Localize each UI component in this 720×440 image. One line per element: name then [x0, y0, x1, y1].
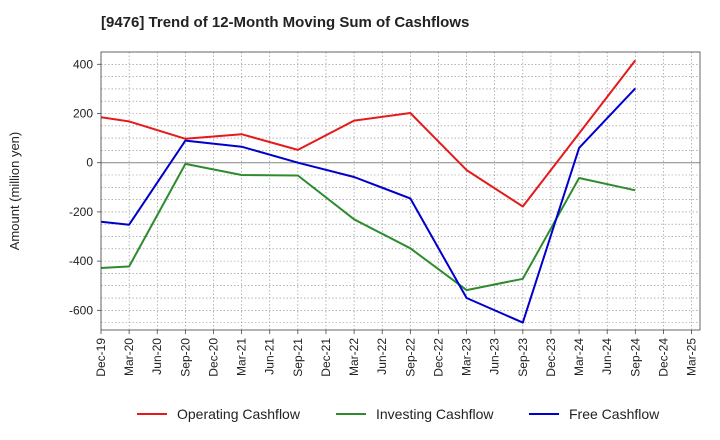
y-tick-label: -200 — [69, 205, 93, 219]
legend-label-investing-cashflow: Investing Cashflow — [376, 406, 494, 422]
plot-background — [101, 52, 700, 330]
series-line-investing-cashflow — [100, 162, 636, 292]
x-tick-label: Dec-20 — [206, 338, 220, 377]
legend: Operating Cashflow Investing Cashflow Free… — [137, 406, 660, 422]
x-tick-label: Sep-22 — [403, 338, 417, 377]
y-tick-label: -400 — [69, 254, 93, 268]
x-tick-label: Sep-20 — [178, 338, 192, 377]
y-axis-label: Amount (million yen) — [7, 132, 22, 251]
series-layer — [100, 59, 637, 324]
x-tick-label: Dec-22 — [431, 338, 445, 377]
x-tick-label: Sep-24 — [628, 338, 642, 377]
y-tick-label: 400 — [73, 57, 93, 71]
x-tick-label: Dec-24 — [656, 338, 670, 377]
y-tick-label: 0 — [86, 156, 93, 170]
chart-title: [9476] Trend of 12-Month Moving Sum of C… — [101, 14, 470, 31]
x-tick-label: Jun-22 — [375, 338, 389, 375]
x-tick-label: Mar-21 — [235, 338, 249, 376]
x-tick-label: Mar-22 — [347, 338, 361, 376]
x-tick-label: Mar-23 — [460, 338, 474, 376]
legend-label-free-cashflow: Free Cashflow — [569, 406, 660, 422]
x-tick-label: Jun-21 — [263, 338, 277, 375]
x-tick-label: Mar-20 — [122, 338, 136, 376]
x-tick-label: Dec-23 — [544, 338, 558, 377]
x-tick-label: Jun-20 — [150, 338, 164, 375]
y-tick-label: 200 — [73, 107, 93, 121]
plot-frame — [100, 51, 701, 331]
x-tick-label: Dec-19 — [94, 338, 108, 377]
x-tick-label: Jun-24 — [600, 338, 614, 375]
x-tick-label: Dec-21 — [319, 338, 333, 377]
x-tick-label: Sep-23 — [516, 338, 530, 377]
x-tick-label: Mar-25 — [685, 338, 699, 376]
x-tick-label: Sep-21 — [291, 338, 305, 377]
x-tick-label: Jun-23 — [488, 338, 502, 375]
legend-label-operating-cashflow: Operating Cashflow — [177, 406, 301, 422]
y-tick-label: -600 — [69, 303, 93, 317]
x-ticks: Dec-19 Mar-20 Jun-20 Sep-20 Dec-20 Mar-21 Jun-… — [94, 330, 699, 377]
y-ticks: 400 200 0 -200 -400 -600 — [69, 57, 101, 317]
x-tick-label: Mar-24 — [572, 338, 586, 376]
series-line-free-cashflow — [100, 87, 637, 324]
series-line-operating-cashflow — [100, 59, 637, 208]
